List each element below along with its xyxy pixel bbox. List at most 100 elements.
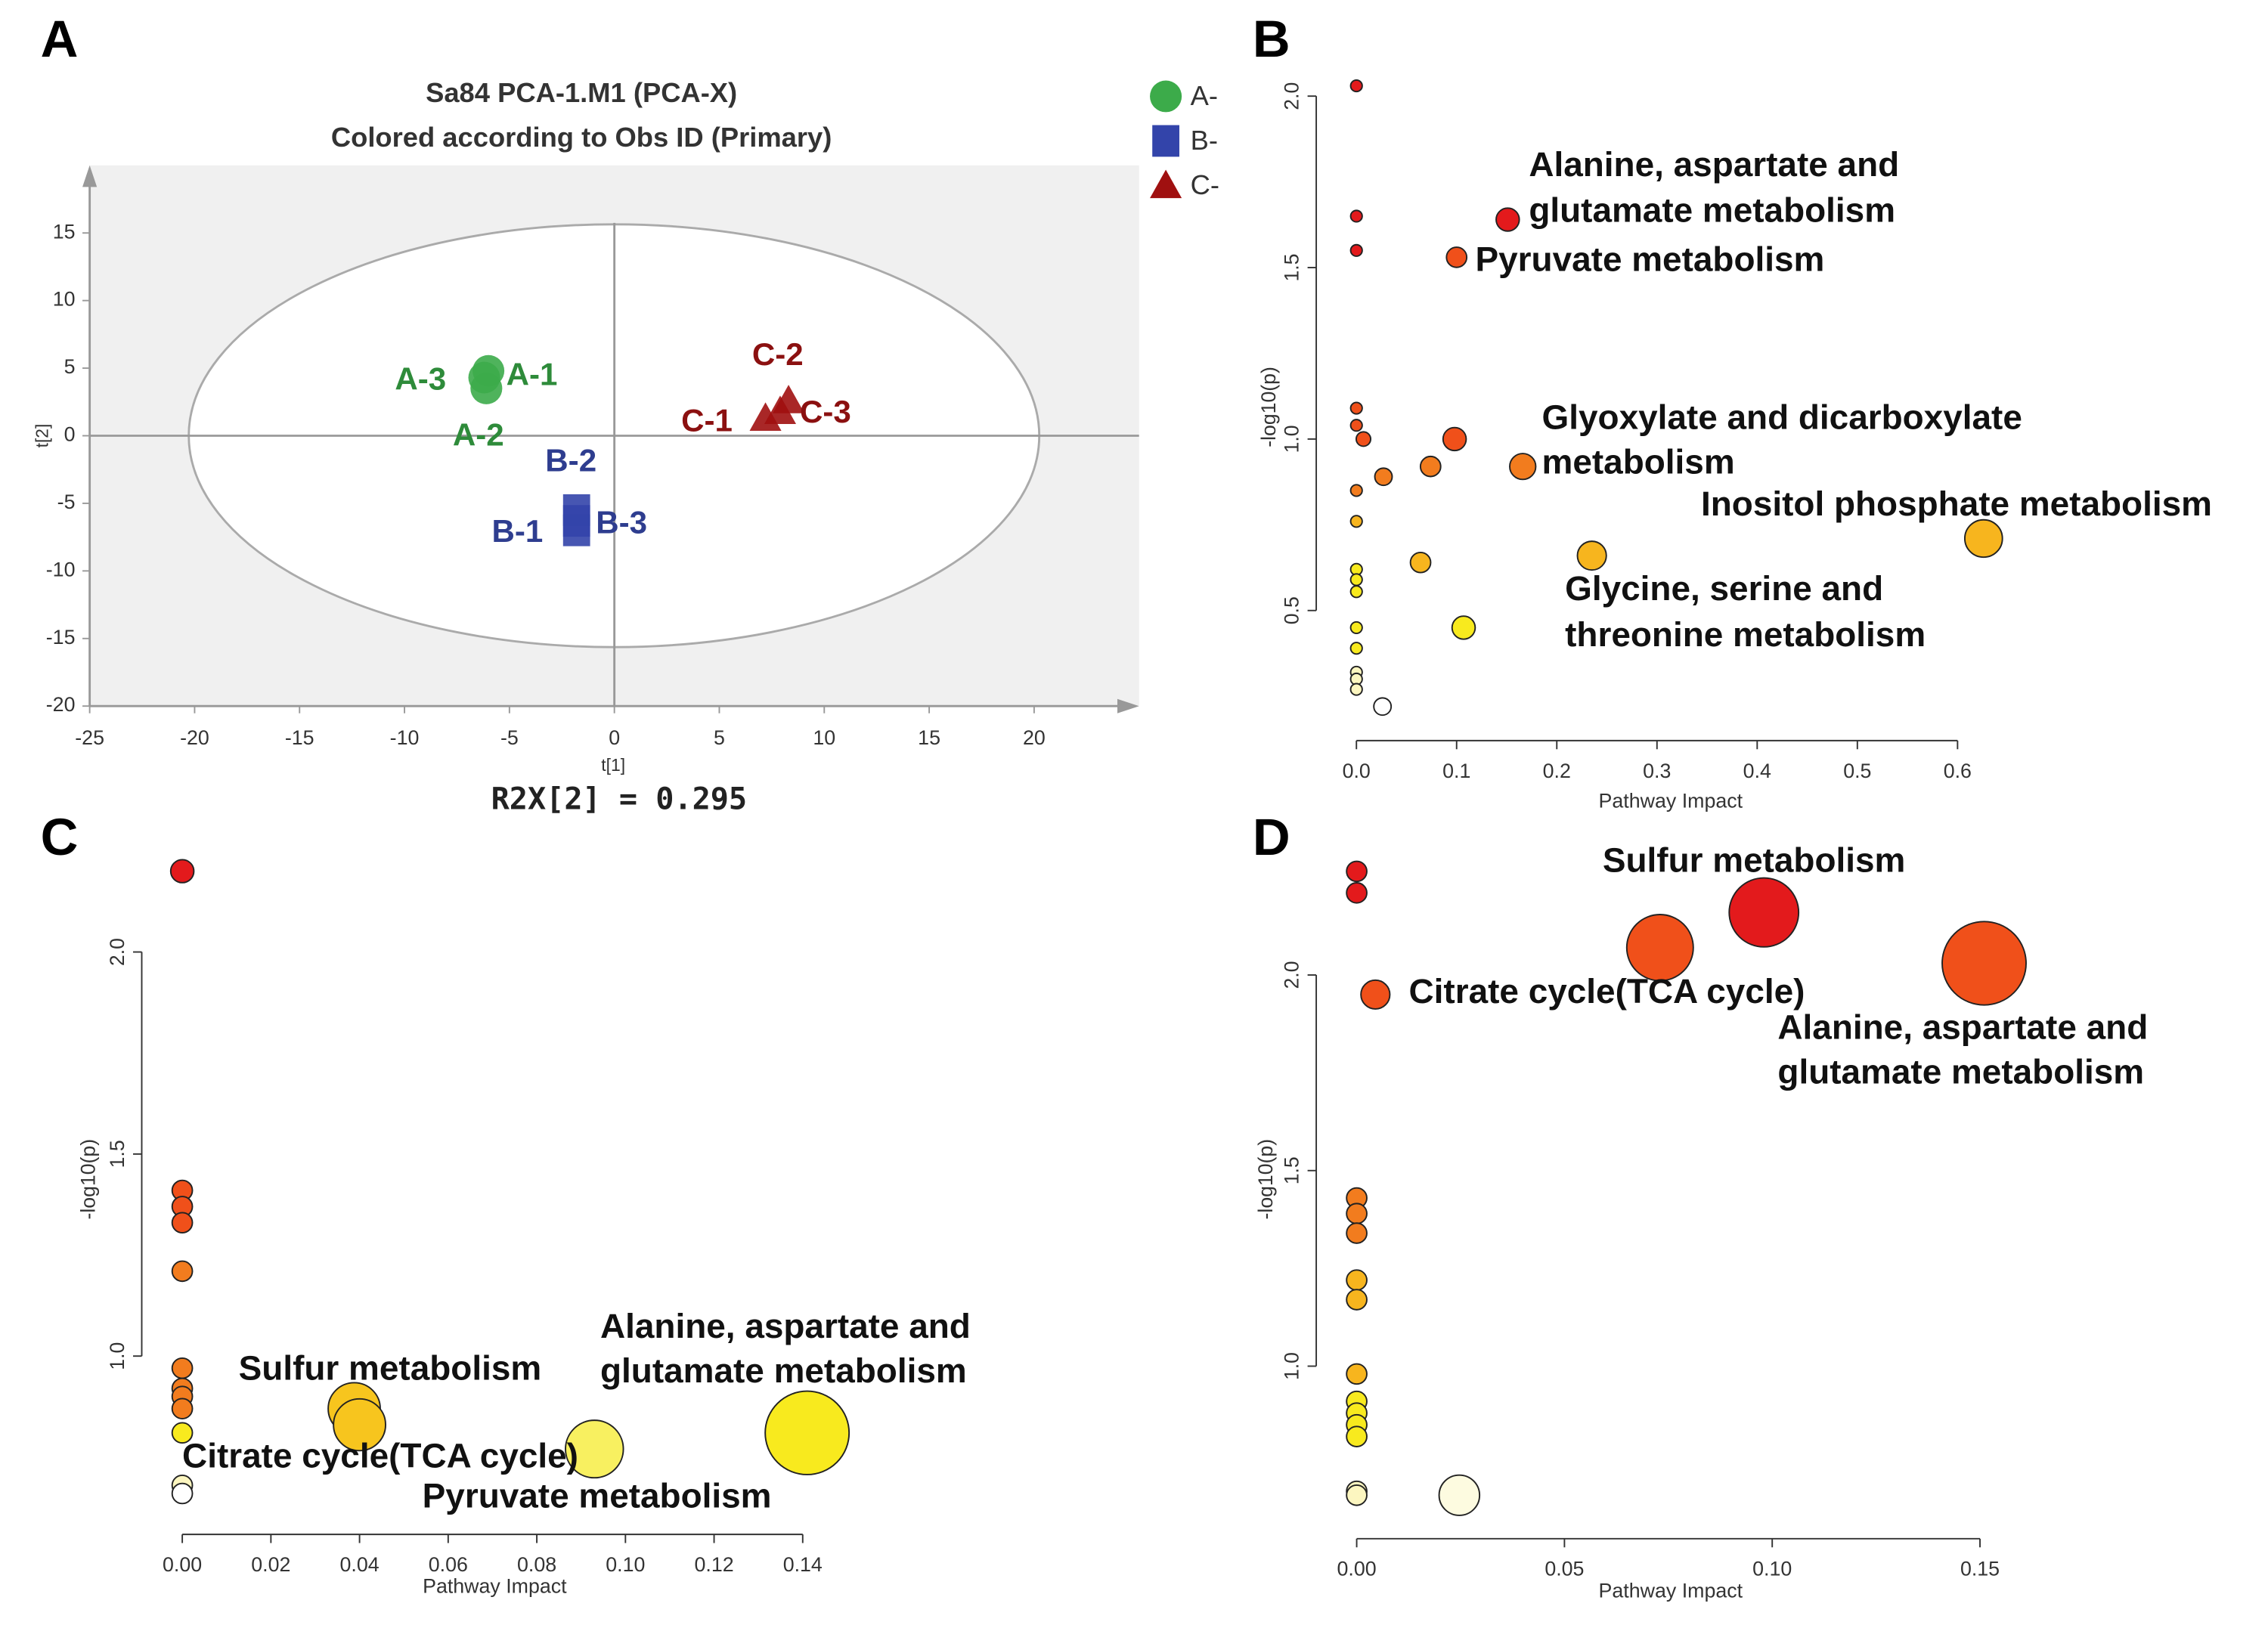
- x-tick-label: 0.08: [517, 1553, 556, 1576]
- bubble: [1963, 518, 2003, 559]
- point-label: A-1: [507, 357, 558, 392]
- y-axis-label: t[2]: [32, 424, 51, 448]
- y-tick-label: 1.5: [106, 1140, 129, 1168]
- bubble: [1576, 540, 1607, 571]
- bubble: [1349, 419, 1363, 432]
- annotation: R2X[2] = 0.295: [491, 782, 747, 817]
- bubble: [1728, 877, 1800, 948]
- x-tick-label: 20: [1023, 726, 1046, 749]
- x-tick-label: 0.6: [1944, 760, 1972, 782]
- legend-label: C-: [1191, 169, 1219, 200]
- panel-label: C: [41, 808, 79, 866]
- panel-label: A: [41, 10, 79, 68]
- point-label: B-3: [596, 505, 647, 540]
- point-label: A-2: [453, 417, 504, 453]
- bubble: [1349, 682, 1363, 696]
- bubble: [1355, 431, 1372, 447]
- legend-label: B-: [1191, 125, 1218, 156]
- x-tick-label: -10: [390, 726, 420, 749]
- y-tick-label: 0: [64, 423, 76, 446]
- annotation: Pyruvate metabolism: [423, 1477, 772, 1515]
- panel-label: D: [1253, 808, 1290, 866]
- point: [562, 505, 590, 537]
- annotation: metabolism: [1542, 443, 1735, 481]
- x-tick-label: 0.5: [1843, 760, 1871, 782]
- bubble: [1442, 426, 1467, 452]
- bubble: [1451, 615, 1476, 640]
- bubble: [1349, 209, 1363, 223]
- y-tick-label: 1.5: [1280, 1156, 1303, 1184]
- bubble: [1349, 79, 1363, 93]
- bubble: [171, 1398, 194, 1419]
- annotation: Sulfur metabolism: [239, 1348, 541, 1387]
- x-tick-label: 0.4: [1743, 760, 1771, 782]
- annotation: glutamate metabolism: [1777, 1052, 2144, 1091]
- bubble: [1346, 1425, 1368, 1447]
- bubble: [1360, 979, 1391, 1010]
- bubble: [1349, 243, 1363, 257]
- y-tick-label: 5: [64, 355, 76, 378]
- legend-label: A-: [1191, 80, 1218, 111]
- point-label: B-2: [545, 443, 596, 478]
- bubble: [1349, 621, 1363, 634]
- x-tick-label: -20: [180, 726, 209, 749]
- legend-marker: [1150, 80, 1182, 113]
- x-tick-label: 0.0: [1343, 760, 1371, 782]
- x-tick-label: 0.10: [606, 1553, 645, 1576]
- bubble: [1346, 1484, 1368, 1506]
- bubble: [1346, 1289, 1368, 1311]
- bubble: [171, 1260, 194, 1283]
- bubble: [1349, 573, 1363, 587]
- y-axis-label: -log10(p): [77, 1139, 100, 1220]
- x-axis-label: Pathway Impact: [1599, 790, 1743, 812]
- bubble: [171, 1212, 194, 1234]
- annotation: Glyoxylate and dicarboxylate: [1542, 398, 2022, 437]
- y-tick-label: 2.0: [1280, 961, 1303, 989]
- bubble: [1941, 921, 2027, 1006]
- y-axis-label: -log10(p): [1254, 1139, 1277, 1220]
- bubble: [1349, 585, 1363, 599]
- y-tick-label: -15: [46, 626, 76, 648]
- y-tick-label: 0.5: [1280, 596, 1303, 624]
- x-tick-label: 0.1: [1442, 760, 1470, 782]
- bubble: [1346, 860, 1368, 883]
- bubble: [1625, 914, 1694, 982]
- axis-arrow: [1117, 698, 1139, 713]
- bubble: [1445, 246, 1468, 268]
- x-tick-label: 0.15: [1960, 1558, 2000, 1580]
- panel-label: B: [1253, 10, 1290, 68]
- x-tick-label: -5: [500, 726, 519, 749]
- bubble: [171, 1422, 194, 1444]
- bubble: [1419, 455, 1442, 478]
- annotation: Alanine, aspartate and: [1529, 145, 1899, 184]
- x-tick-label: 10: [813, 726, 835, 749]
- x-tick-label: 5: [714, 726, 725, 749]
- x-tick-label: 0.05: [1545, 1558, 1584, 1580]
- y-tick-label: -20: [46, 693, 76, 716]
- bubble: [333, 1398, 386, 1452]
- y-tick-label: 15: [53, 220, 76, 243]
- annotation: glutamate metabolism: [600, 1351, 967, 1390]
- bubble: [1374, 467, 1393, 487]
- bubble: [1346, 1363, 1368, 1385]
- y-tick-label: 2.0: [106, 938, 129, 966]
- bubble: [1346, 1202, 1368, 1224]
- x-tick-label: 0.00: [163, 1553, 202, 1576]
- bubble: [171, 1482, 194, 1505]
- bubble: [1373, 697, 1393, 717]
- bubble: [1438, 1474, 1481, 1516]
- y-tick-label: 1.5: [1280, 254, 1303, 282]
- annotation: Alanine, aspartate and: [1777, 1008, 2148, 1046]
- x-tick-label: 0: [609, 726, 620, 749]
- y-tick-label: 1.0: [1280, 425, 1303, 453]
- bubble: [1346, 1222, 1368, 1244]
- bubble: [1349, 401, 1363, 415]
- chart-title: Sa84 PCA-1.M1 (PCA-X): [426, 77, 737, 108]
- x-tick-label: 0.2: [1543, 760, 1571, 782]
- y-tick-label: 1.0: [106, 1342, 129, 1370]
- bubble: [1349, 515, 1363, 528]
- bubble: [565, 1419, 624, 1479]
- point-label: B-1: [492, 513, 544, 549]
